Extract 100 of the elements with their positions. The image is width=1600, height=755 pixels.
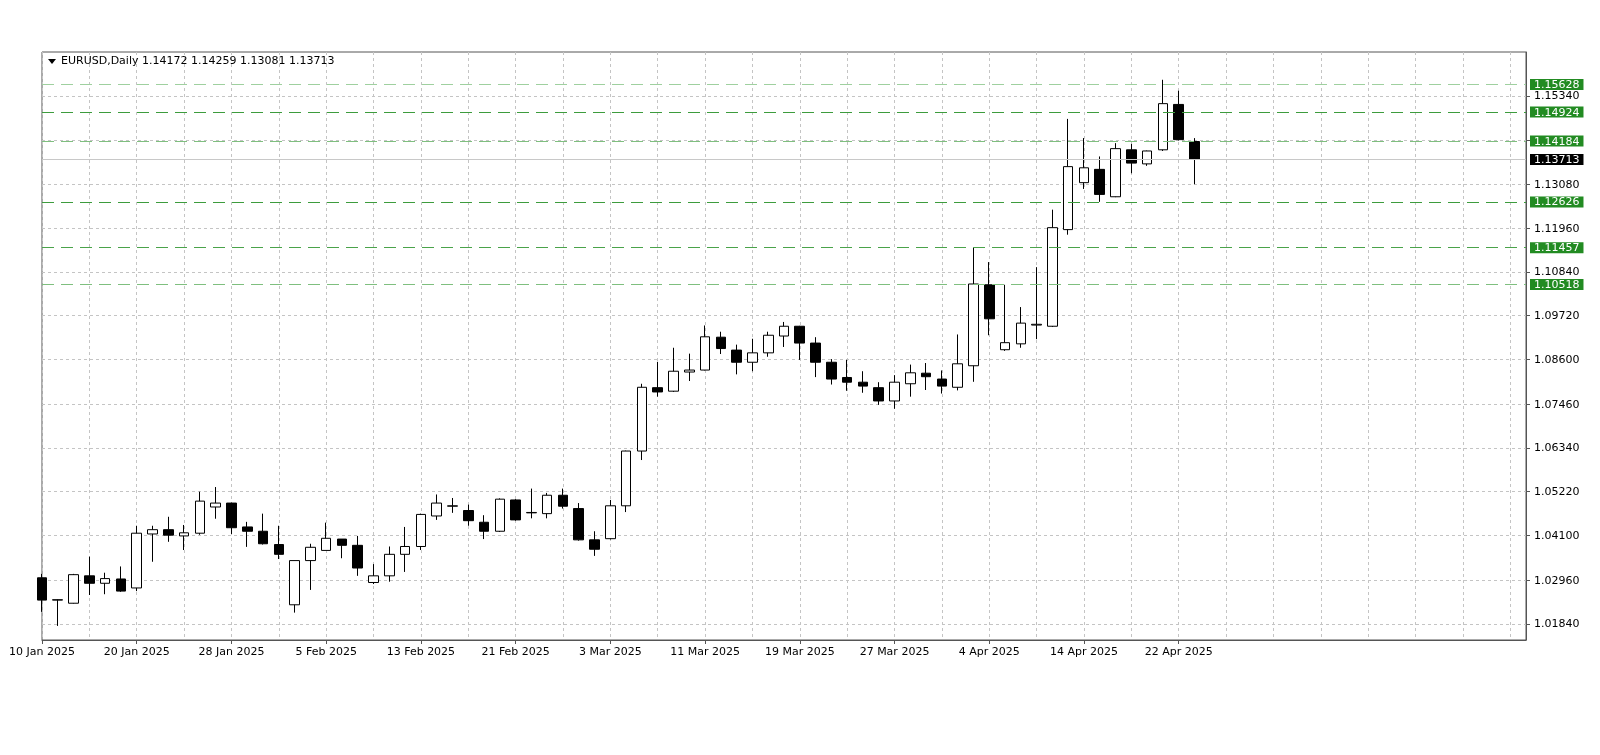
candlestick	[37, 573, 47, 613]
x-tick-label: 19 Mar 2025	[764, 645, 835, 658]
candlestick	[858, 370, 868, 394]
candlestick	[573, 502, 584, 542]
candlestick	[668, 347, 679, 393]
candlestick	[684, 353, 695, 382]
candlestick	[731, 344, 742, 375]
candlestick	[794, 325, 805, 361]
candlestick	[52, 598, 63, 627]
candlestick	[147, 525, 158, 563]
candlestick	[352, 535, 363, 577]
candlestick	[1094, 155, 1105, 203]
x-tick-label: 5 Feb 2025	[295, 645, 357, 658]
candlestick	[621, 450, 631, 513]
x-tick-label: 27 Mar 2025	[859, 645, 930, 658]
candlestick	[1126, 143, 1137, 174]
candlestick	[984, 261, 995, 336]
candlestick	[463, 504, 474, 527]
candlestick	[873, 381, 884, 406]
ref-line-label: 1.14184	[1534, 134, 1580, 148]
y-tick-label: 1.05220	[1534, 485, 1580, 499]
ref-line-label: 1.14924	[1534, 105, 1580, 119]
candlestick	[210, 486, 221, 520]
candlestick	[716, 331, 726, 355]
candlestick	[605, 499, 616, 540]
candlestick	[779, 321, 789, 348]
candlestick	[510, 498, 521, 522]
y-tick-label: 1.01840	[1534, 617, 1580, 631]
y-tick-label: 1.13080	[1534, 177, 1580, 191]
candlestick	[368, 563, 379, 585]
x-tick-label: 20 Jan 2025	[103, 645, 170, 658]
candlestick	[163, 516, 174, 543]
candlestick	[826, 358, 837, 386]
candlestick	[289, 560, 300, 614]
candlestick	[116, 565, 126, 593]
candlestick	[274, 525, 284, 560]
candlestick	[100, 572, 110, 595]
x-tick-label: 11 Mar 2025	[670, 645, 740, 658]
x-tick-label: 3 Mar 2025	[578, 645, 642, 658]
y-tick-label: 1.04100	[1534, 529, 1580, 543]
candlestick	[747, 338, 758, 372]
candlestick	[842, 359, 852, 392]
candlestick	[337, 538, 347, 559]
candlestick	[937, 369, 947, 395]
x-tick-label: 14 Apr 2025	[1049, 645, 1118, 658]
candlestick	[1031, 266, 1042, 340]
x-tick-label: 28 Jan 2025	[198, 645, 265, 658]
candlestick	[968, 247, 979, 383]
y-tick-label: 1.02960	[1534, 573, 1580, 587]
candlestick	[889, 374, 900, 410]
candlestick	[589, 530, 600, 557]
candlestick	[447, 497, 458, 514]
candlestick	[1000, 284, 1010, 352]
candlestick	[226, 502, 237, 535]
candlestick	[179, 524, 189, 551]
candlestick	[810, 336, 821, 378]
candlestick	[1173, 90, 1184, 141]
candlestick	[131, 525, 142, 592]
candlestick	[921, 362, 931, 391]
candlestick	[84, 556, 95, 596]
ref-line-label: 1.11457	[1534, 241, 1580, 255]
candlestick	[431, 493, 442, 521]
candlestick	[763, 331, 774, 358]
y-tick-label: 1.09720	[1534, 309, 1580, 323]
y-tick-label: 1.10840	[1534, 265, 1580, 279]
ref-line-label: 1.15628	[1534, 78, 1580, 92]
candlestick	[1063, 118, 1073, 236]
y-tick-label: 1.08600	[1534, 353, 1580, 366]
candlestick	[242, 521, 253, 548]
candlestick	[1142, 150, 1152, 167]
candlestick	[1047, 209, 1058, 328]
candlestick	[495, 497, 505, 533]
candlestick	[558, 488, 568, 510]
y-tick-label: 1.07460	[1534, 397, 1580, 411]
candlestick	[1189, 137, 1200, 185]
chart-title: EURUSD,Daily 1.14172 1.14259 1.13081 1.13713	[61, 54, 335, 67]
x-tick-label: 22 Apr 2025	[1144, 645, 1213, 658]
candlestick	[479, 514, 489, 540]
candlestick	[1016, 306, 1026, 349]
candlestick	[1079, 137, 1089, 190]
ref-line-label: 1.13713	[1534, 152, 1580, 166]
y-tick-label: 1.15340	[1534, 89, 1580, 103]
candlestick	[542, 492, 552, 519]
candlestick	[1158, 79, 1168, 152]
x-tick-label: 13 Feb 2025	[386, 645, 456, 658]
candlestick	[68, 573, 79, 605]
candlestick	[416, 513, 426, 551]
candlestick	[1110, 142, 1121, 198]
candlestick	[384, 546, 395, 583]
candlestick	[195, 491, 205, 536]
candlestick	[700, 324, 710, 371]
candlestick	[652, 361, 663, 398]
candlestick	[905, 364, 916, 398]
candlestick	[526, 488, 537, 519]
y-tick-label: 1.06340	[1534, 441, 1580, 455]
ref-line-label: 1.10518	[1534, 277, 1580, 291]
candlestick	[400, 526, 410, 573]
x-tick-label: 4 Apr 2025	[958, 645, 1020, 658]
y-tick-label: 1.11960	[1534, 221, 1580, 235]
candlestick	[321, 522, 331, 551]
